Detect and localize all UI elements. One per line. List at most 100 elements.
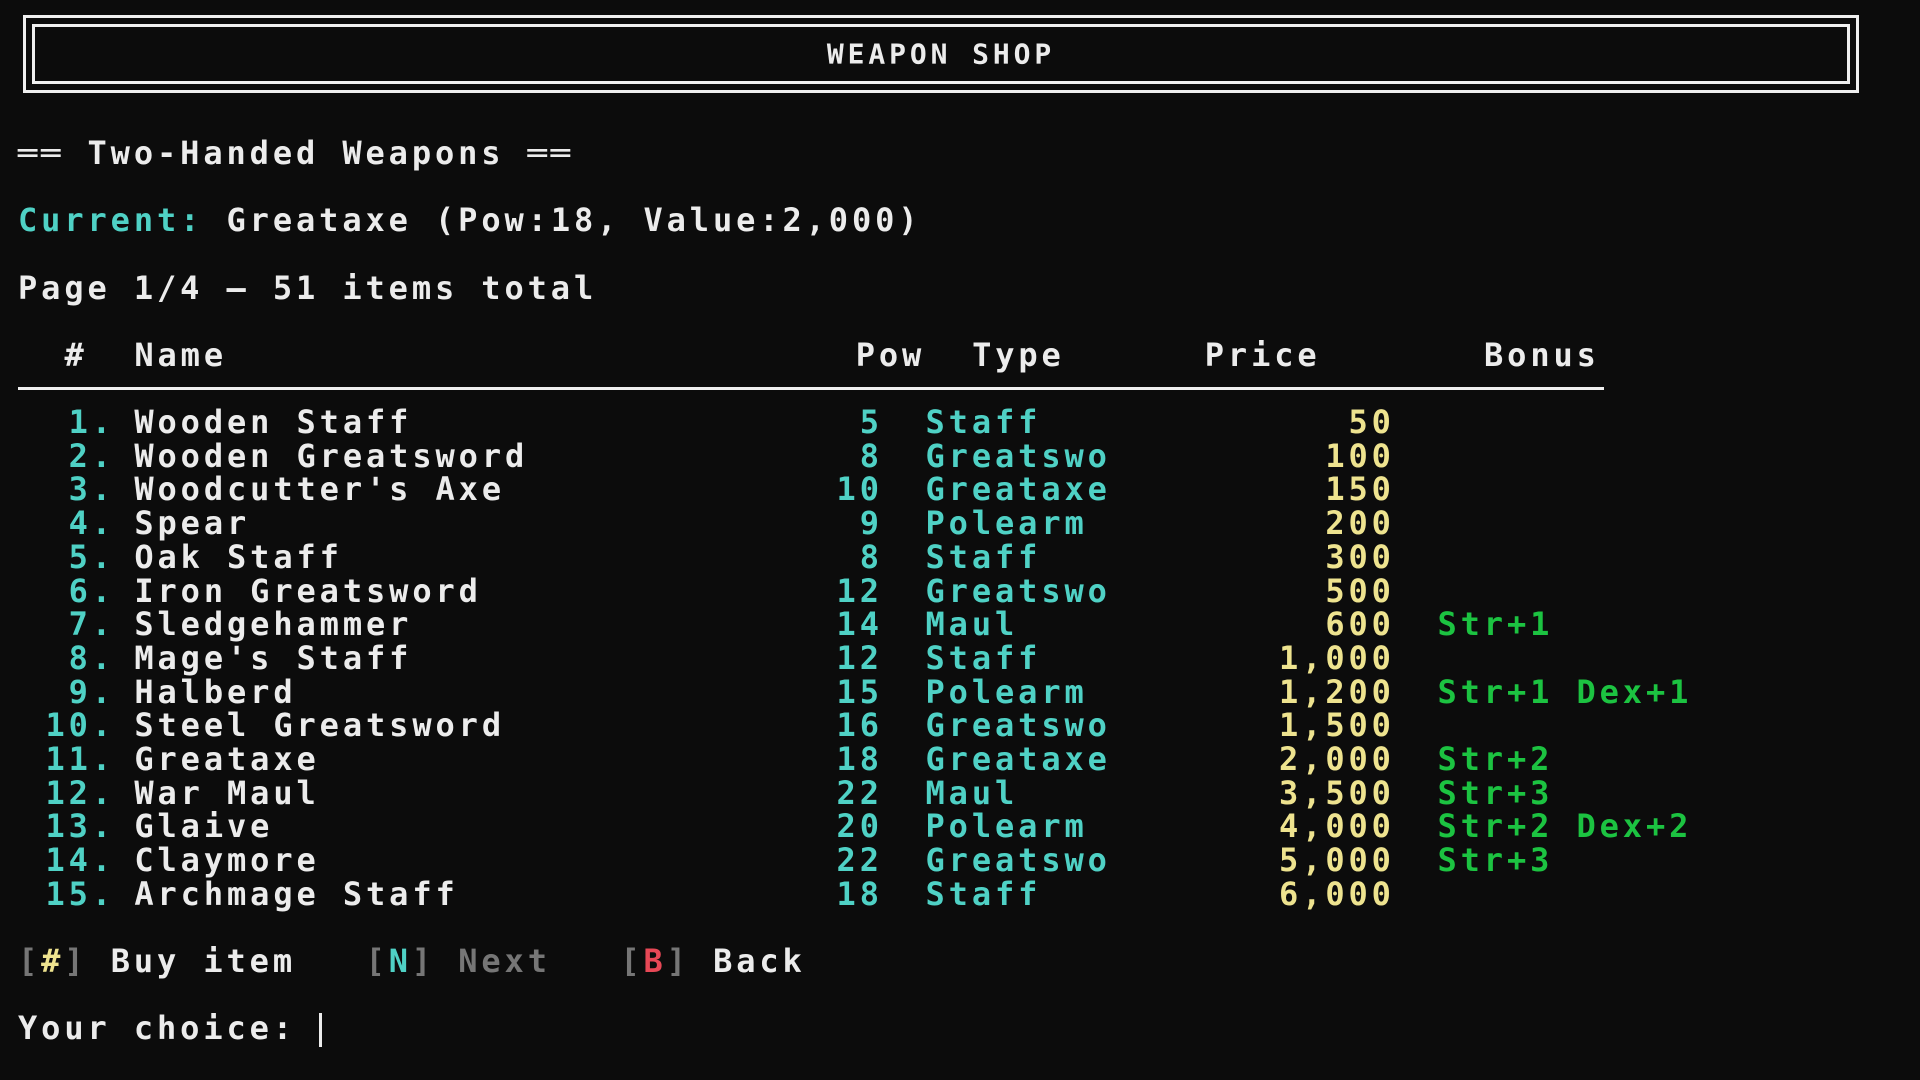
item-name: War Maul [134,773,320,812]
item-number: 1. [68,403,115,441]
item-type: Greataxe [925,470,1111,509]
pagination-info: Page 1/4 — 51 items total [18,269,598,307]
item-number: 11. [45,740,115,778]
item-type: Greatswo [925,436,1111,475]
item-price: 2,000 [1279,740,1395,778]
item-number: 8. [68,638,115,677]
item-number: 13. [45,807,115,846]
item-pow: 18 [836,874,883,913]
item-number: 14. [45,841,115,880]
item-bonus: Str+2 Dex+2 [1437,807,1693,846]
item-type: Staff [925,874,1042,913]
item-name: Greataxe [134,740,320,778]
bracket-open: [ [620,942,644,980]
item-pow: 20 [836,807,883,846]
item-pow: 12 [836,571,883,610]
current-label: Current: [18,201,204,239]
item-type: Polearm [925,807,1088,846]
bracket-close: ] [411,942,436,980]
item-type: Polearm [925,504,1088,543]
item-name: Wooden Greatsword [134,436,529,475]
item-price: 4,000 [1279,807,1395,846]
item-type: Greataxe [925,740,1111,778]
title-box-inner-border [32,24,1850,84]
item-bonus: Str+2 [1437,740,1554,778]
item-type: Staff [925,638,1042,677]
item-name: Iron Greatsword [134,571,482,610]
item-type: Maul [925,773,1019,812]
item-type: Polearm [925,672,1088,711]
column-header-price: Price [1204,336,1321,374]
bracket-close: ] [64,942,88,980]
item-bonus: Str+1 [1437,605,1554,644]
item-name: Mage's Staff [134,638,413,677]
item-price: 150 [1325,470,1395,509]
action-key: B [643,942,667,980]
item-number: 12. [45,773,115,812]
action-label: Buy item [110,942,297,980]
item-name: Glaive [134,807,274,846]
item-price: 3,500 [1279,773,1395,812]
action-key: N [388,942,412,980]
item-name: Archmage Staff [134,874,459,913]
action-label: Next [458,942,551,980]
item-type: Staff [925,403,1042,441]
item-name: Sledgehammer [134,605,413,644]
item-number: 6. [68,571,115,610]
item-pow: 5 [859,403,883,441]
action-buy-item[interactable]: [#] Buy item [18,942,296,980]
item-bonus: Str+1 Dex+1 [1437,672,1693,711]
item-pow: 9 [859,504,883,543]
item-price: 600 [1325,605,1395,644]
item-pow: 8 [859,436,883,475]
item-type: Maul [925,605,1019,644]
item-pow: 8 [859,537,883,576]
item-price: 1,200 [1279,672,1395,711]
item-number: 7. [68,605,115,644]
item-price: 500 [1325,571,1395,610]
item-name: Halberd [134,672,297,711]
item-price: 1,500 [1279,706,1395,745]
item-price: 200 [1325,504,1395,543]
page-title: WEAPON SHOP [826,37,1056,71]
item-name: Claymore [134,841,320,880]
section-title: ══ Two-Handed Weapons ══ [18,134,574,172]
item-bonus: Str+3 [1437,773,1554,812]
column-header-pow: Pow [855,336,926,374]
item-number: 2. [68,436,115,475]
item-name: Spear [134,504,251,543]
item-pow: 14 [836,605,883,644]
item-number: 15. [45,874,115,913]
prompt-label: Your choice: [18,1009,320,1047]
item-number: 10. [45,706,115,745]
item-type: Greatswo [925,571,1111,610]
item-pow: 22 [836,841,883,880]
item-price: 5,000 [1279,841,1395,880]
item-pow: 16 [836,706,883,745]
bracket-open: [ [365,942,389,980]
prompt[interactable]: Your choice: [18,1009,323,1047]
action-back[interactable]: [B] Back [620,942,805,980]
item-name: Oak Staff [134,537,343,576]
item-name: Wooden Staff [134,403,413,441]
bracket-open: [ [18,942,42,980]
column-header-bonus: Bonus [1484,336,1600,374]
item-price: 6,000 [1279,874,1395,913]
bracket-close: ] [666,942,690,980]
title-box: WEAPON SHOP [23,15,1859,93]
item-pow: 10 [836,470,883,509]
action-next[interactable]: [N] Next [366,942,551,980]
item-name: Steel Greatsword [134,706,505,745]
column-header-name: Name [134,336,228,374]
item-bonus: Str+3 [1437,841,1554,880]
item-price: 100 [1325,436,1395,475]
item-price: 50 [1348,403,1395,441]
current-weapon: Current: Greataxe (Pow:18, Value:2,000) [18,203,921,237]
current-value: Greataxe (Pow:18, Value:2,000) [226,201,922,239]
item-pow: 18 [836,740,883,778]
item-pow: 22 [836,773,883,812]
item-number: 9. [68,672,115,711]
item-type: Greatswo [925,841,1111,880]
item-number: 5. [68,537,115,576]
item-type: Greatswo [925,706,1111,745]
